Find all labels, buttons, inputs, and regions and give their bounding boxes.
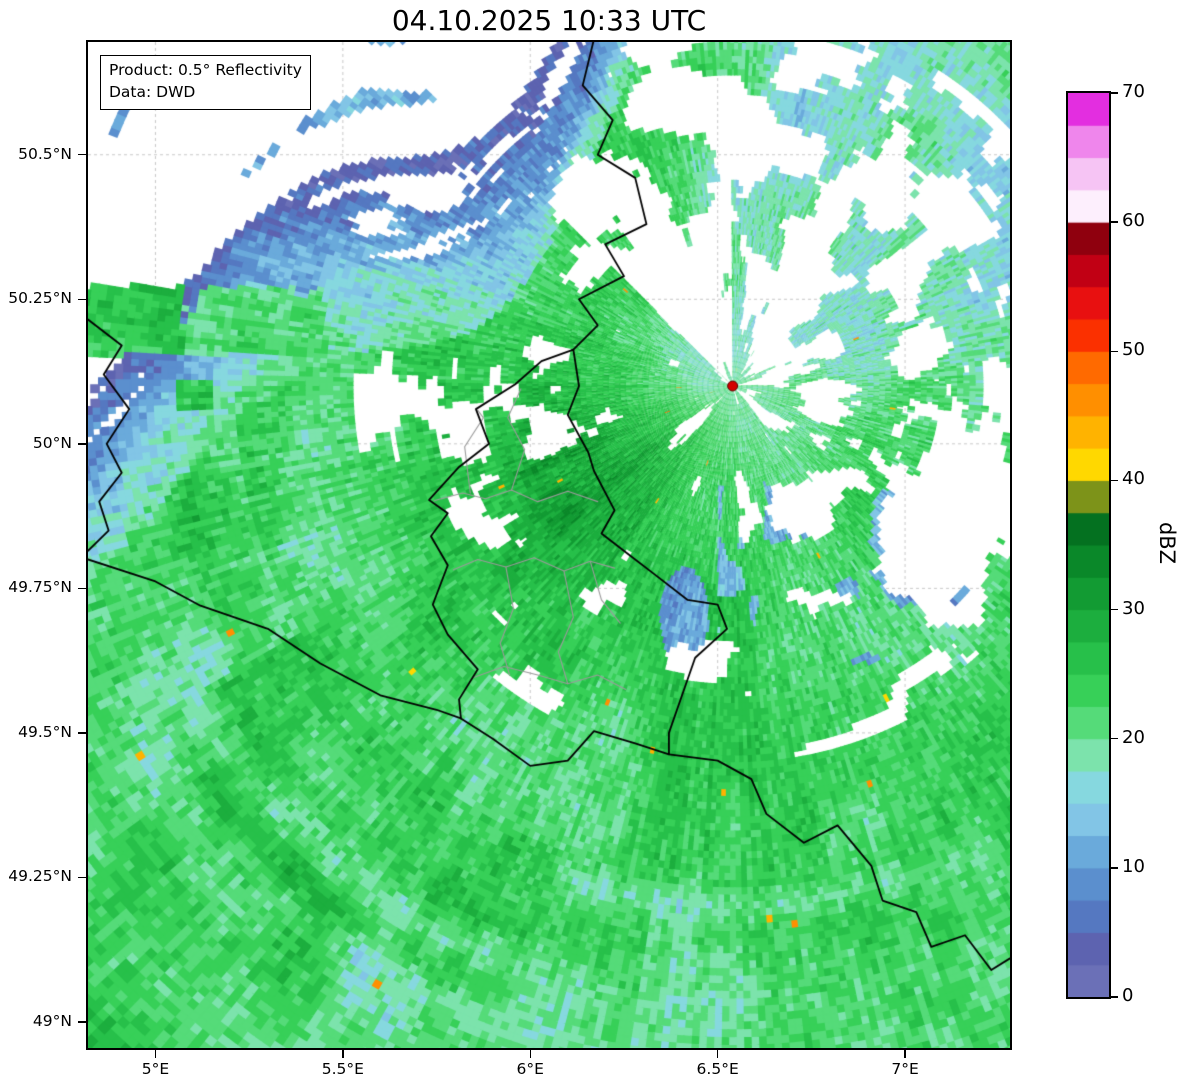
product-annotation-box: Product: 0.5° Reflectivity Data: DWD (100, 55, 311, 110)
lon-tick (342, 1050, 344, 1058)
lat-tick-label: 50.5°N (18, 144, 72, 163)
colorbar-tick-label: 60 (1122, 210, 1145, 232)
lat-tick (78, 587, 86, 590)
lon-tick (154, 1050, 157, 1058)
colorbar-tick (1111, 350, 1118, 353)
lat-tick (78, 1021, 86, 1023)
lat-tick-label: 50°N (32, 433, 72, 452)
lat-tick (78, 298, 86, 301)
lat-tick-label: 49°N (32, 1011, 72, 1030)
figure-title: 04.10.2025 10:33 UTC (391, 4, 707, 37)
lat-tick (78, 876, 86, 879)
lon-tick-label: 6.5°E (696, 1060, 739, 1078)
colorbar-tick (1111, 92, 1118, 94)
lon-tick (529, 1050, 531, 1058)
lon-tick-label: 6°E (516, 1060, 544, 1078)
colorbar-tick-label: 50 (1122, 339, 1145, 361)
colorbar-tick (1111, 608, 1118, 611)
radar-map-canvas (88, 42, 1010, 1048)
colorbar-tick (1111, 479, 1118, 482)
lat-tick-label: 49.25°N (8, 867, 72, 886)
colorbar-tick-label: 10 (1122, 855, 1145, 877)
colorbar-label: dBZ (1155, 521, 1179, 565)
colorbar-tick (1111, 737, 1118, 740)
annotation-product-line: Product: 0.5° Reflectivity (109, 61, 302, 79)
map-plot-area: Product: 0.5° Reflectivity Data: DWD (86, 40, 1012, 1050)
lon-tick (904, 1050, 906, 1058)
lat-tick (78, 153, 86, 156)
colorbar-tick-label: 40 (1122, 468, 1145, 490)
lat-tick-label: 50.25°N (8, 289, 72, 308)
colorbar-tick-label: 20 (1122, 726, 1145, 748)
lat-tick-label: 49.5°N (18, 722, 72, 741)
colorbar-tick (1111, 996, 1118, 998)
annotation-source-line: Data: DWD (109, 83, 196, 102)
colorbar-tick (1111, 867, 1118, 869)
colorbar-tick-label: 0 (1122, 985, 1134, 1006)
colorbar-tick-label: 70 (1122, 81, 1145, 102)
lat-tick-label: 49.75°N (8, 578, 72, 597)
lon-tick-label: 5°E (141, 1060, 170, 1078)
colorbar-tick-label: 30 (1122, 597, 1145, 619)
lon-tick-label: 7°E (891, 1060, 919, 1078)
lon-tick-label: 5.5°E (321, 1060, 364, 1078)
colorbar-canvas (1068, 93, 1109, 997)
colorbar (1066, 91, 1111, 999)
colorbar-tick (1111, 221, 1118, 223)
lon-tick (716, 1050, 719, 1058)
lat-tick (78, 443, 86, 445)
lat-tick (78, 732, 86, 734)
